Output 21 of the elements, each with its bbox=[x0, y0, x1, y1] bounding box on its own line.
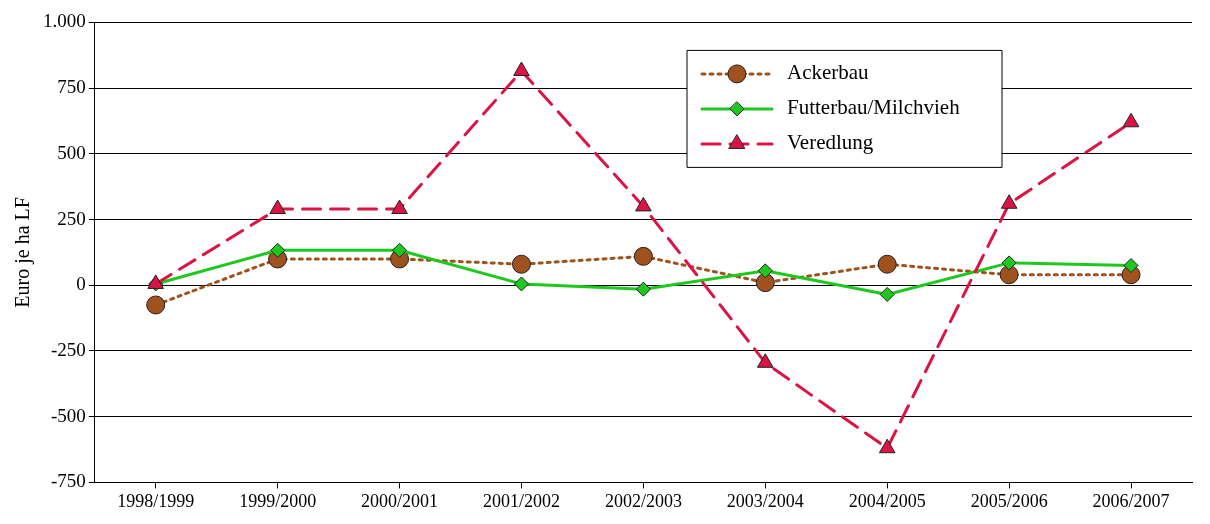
x-tick-label: 2002/2003 bbox=[604, 490, 682, 511]
x-tick-label: 2005/2006 bbox=[970, 490, 1048, 511]
y-tick-label: 0 bbox=[76, 273, 86, 295]
legend-label: Ackerbau bbox=[787, 60, 870, 85]
y-tick-label: -750 bbox=[50, 470, 86, 492]
legend-label: Futterbau/Milchvieh bbox=[787, 95, 961, 120]
y-tick-label: -250 bbox=[50, 338, 86, 360]
x-tick-label: 1999/2000 bbox=[239, 490, 317, 511]
y-tick-label: 1.000 bbox=[43, 10, 86, 32]
y-tick-label: 750 bbox=[57, 76, 86, 98]
legend-label: Veredlung bbox=[787, 130, 874, 155]
x-tick-label: 2004/2005 bbox=[848, 490, 926, 511]
x-tick-label: 2000/2001 bbox=[361, 490, 439, 511]
x-tick-label: 1998/1999 bbox=[117, 490, 195, 511]
x-tick-label: 2006/2007 bbox=[1092, 490, 1170, 511]
y-axis-title: Euro je ha LF bbox=[11, 197, 35, 308]
x-tick-label: 2001/2002 bbox=[482, 490, 560, 511]
x-tick-label: 2003/2004 bbox=[726, 490, 804, 511]
y-tick-label: 250 bbox=[57, 207, 86, 229]
y-tick-label: 500 bbox=[57, 141, 86, 163]
y-tick-label: -500 bbox=[50, 404, 86, 426]
